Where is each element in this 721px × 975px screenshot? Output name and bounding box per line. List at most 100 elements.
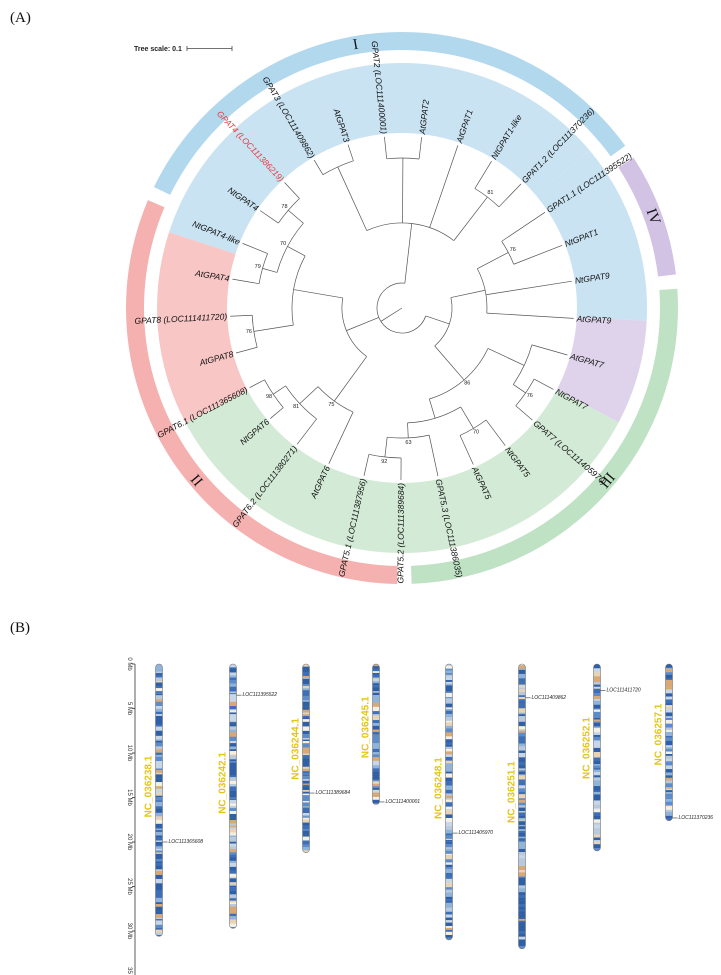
band [665, 811, 673, 817]
band [445, 806, 453, 810]
band [229, 710, 237, 713]
band [445, 781, 453, 786]
band [593, 757, 601, 762]
chromosome-NC_036251.1: NC_036251.1 LOC111409862 [507, 663, 566, 950]
band [155, 857, 163, 860]
band [445, 929, 453, 932]
band [518, 668, 526, 671]
band [518, 906, 526, 910]
chromosome-bands [372, 664, 380, 805]
panel-label-b: (B) [10, 620, 30, 636]
mb-tick-label: 15 Mb [126, 789, 132, 806]
band [372, 743, 380, 746]
band [445, 843, 453, 848]
branch [533, 378, 554, 390]
band [372, 731, 380, 735]
band [518, 714, 526, 717]
band [302, 709, 310, 713]
band [518, 770, 526, 772]
band [518, 736, 526, 741]
band [593, 822, 601, 825]
chromosome-NC_036248.1: NC_036248.1 LOC111405970 [434, 663, 493, 941]
band [518, 752, 526, 758]
band [155, 792, 163, 795]
band [445, 732, 453, 737]
band [445, 773, 453, 778]
branch [425, 315, 450, 325]
band [518, 785, 526, 787]
band [518, 858, 526, 863]
band [445, 674, 453, 677]
band [302, 817, 310, 820]
band [229, 740, 237, 744]
chromosome-name: NC_036244.1 [291, 718, 302, 780]
band [372, 691, 380, 693]
branch [293, 289, 343, 299]
band [155, 830, 163, 832]
branch-arc [368, 453, 402, 459]
band [302, 779, 310, 782]
band [155, 861, 163, 864]
band [665, 755, 673, 759]
band [665, 754, 673, 757]
band [665, 712, 673, 717]
band [518, 805, 526, 808]
band [155, 797, 163, 801]
band [229, 769, 237, 773]
band [372, 702, 380, 708]
band [372, 720, 380, 724]
band [229, 900, 237, 903]
band [155, 749, 163, 753]
band [372, 738, 380, 744]
band [445, 740, 453, 743]
band [593, 709, 601, 713]
band [372, 698, 380, 703]
band [445, 749, 453, 752]
band [229, 837, 237, 841]
band [445, 842, 453, 845]
branch [485, 280, 572, 296]
bootstrap-value: 78 [281, 204, 287, 210]
band [593, 677, 601, 683]
band [302, 802, 310, 807]
band [155, 667, 163, 672]
band [229, 723, 237, 727]
branch [428, 435, 439, 477]
band [155, 770, 163, 774]
band [665, 743, 673, 746]
band [445, 710, 453, 715]
band [302, 819, 310, 823]
band [372, 666, 380, 669]
band [445, 720, 453, 723]
band [518, 673, 526, 679]
band [518, 888, 526, 893]
band [518, 900, 526, 905]
band [229, 810, 237, 815]
band [518, 918, 526, 921]
band [302, 850, 310, 853]
band [229, 762, 237, 766]
band [302, 783, 310, 785]
band [155, 872, 163, 876]
band [518, 775, 526, 780]
band [518, 911, 526, 915]
bootstrap-value: 63 [405, 440, 411, 446]
band [445, 736, 453, 740]
branch-arc [434, 297, 453, 347]
band [302, 681, 310, 685]
band [593, 848, 601, 851]
band [155, 934, 163, 937]
band [518, 939, 526, 943]
band [372, 677, 380, 680]
band [372, 788, 380, 791]
band [155, 772, 163, 775]
band [229, 743, 237, 746]
band [518, 836, 526, 839]
band [665, 788, 673, 791]
band [155, 853, 163, 858]
branch [232, 278, 260, 285]
clade-ring-iii [411, 288, 678, 584]
band [445, 920, 453, 923]
band [372, 768, 380, 772]
band [518, 815, 526, 819]
